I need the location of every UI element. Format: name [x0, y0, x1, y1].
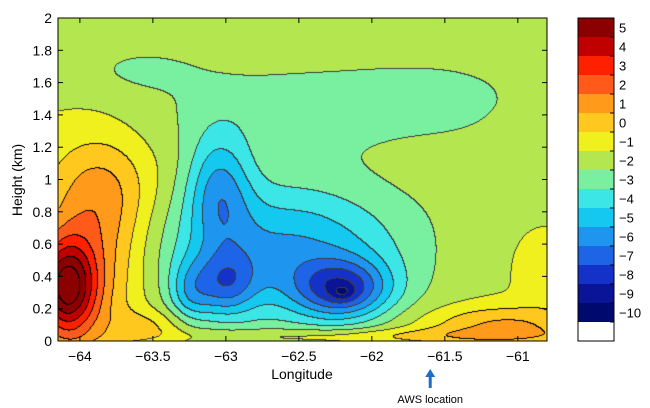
colorbar-label: −10 — [619, 306, 641, 321]
colorbar-label: 3 — [619, 59, 626, 74]
colorbar-swatch — [578, 151, 614, 171]
colorbar-swatch — [578, 37, 614, 57]
colorbar-swatch — [578, 303, 614, 323]
colorbar-swatch — [578, 56, 614, 76]
colorbar-label: −4 — [619, 192, 634, 207]
colorbar-swatch — [578, 246, 614, 266]
colorbar-swatch — [578, 189, 614, 209]
colorbar-swatch — [578, 132, 614, 152]
colorbar-label: 4 — [619, 40, 626, 55]
colorbar-label: 5 — [619, 21, 626, 36]
colorbar-swatch — [578, 18, 614, 38]
x-tick-label: −61 — [506, 348, 530, 364]
y-tick-label: 0.8 — [33, 204, 53, 220]
colorbar-swatch — [578, 170, 614, 190]
y-tick-label: 1 — [44, 172, 52, 188]
y-tick-label: 0.2 — [33, 301, 53, 317]
colorbar-swatch — [578, 75, 614, 95]
y-tick-label: 1.2 — [33, 139, 53, 155]
y-tick-label: 2 — [44, 10, 52, 26]
contour-field — [58, 18, 547, 341]
colorbar: 5 4 3 2 1 0 −1 −2 −3 −4 −5 −6 −7 −8 −9 −10 — [577, 17, 641, 342]
y-tick-label: 0 — [44, 333, 52, 349]
x-tick-label: −63.5 — [135, 348, 171, 364]
colorbar-label: −7 — [619, 249, 634, 264]
aws-location-label: AWS location — [397, 394, 463, 406]
colorbar-label: 1 — [619, 97, 626, 112]
colorbar-label: −5 — [619, 211, 634, 226]
x-tick-label: −61.5 — [427, 348, 463, 364]
colorbar-swatch — [578, 227, 614, 247]
y-axis-label: Height (km) — [9, 144, 25, 216]
x-tick-label: −64 — [68, 348, 92, 364]
x-tick-label: −62.5 — [281, 348, 317, 364]
colorbar-swatch — [578, 322, 614, 342]
y-tick-label: 0.4 — [33, 268, 53, 284]
colorbar-label: −2 — [619, 154, 634, 169]
colorbar-swatch — [578, 113, 614, 133]
colorbar-label: 0 — [619, 116, 626, 131]
colorbar-swatch — [578, 284, 614, 304]
colorbar-label: −6 — [619, 230, 634, 245]
colorbar-label: −8 — [619, 268, 634, 283]
plot-area — [57, 17, 548, 342]
colorbar-label: −9 — [619, 287, 634, 302]
colorbar-label: −1 — [619, 135, 634, 150]
y-tick-label: 0.6 — [33, 236, 53, 252]
colorbar-swatch — [578, 208, 614, 228]
x-tick-label: −63 — [214, 348, 238, 364]
colorbar-frame — [577, 17, 615, 342]
colorbar-label: −3 — [619, 173, 634, 188]
colorbar-swatch — [578, 94, 614, 114]
colorbar-label: 2 — [619, 78, 626, 93]
x-axis: −64 −63.5 −63 −62.5 −62 −61.5 −61 — [68, 18, 530, 364]
colorbar-swatch — [578, 265, 614, 285]
aws-arrowhead-icon — [425, 369, 436, 377]
aws-annotation: AWS location — [397, 369, 463, 406]
y-tick-label: 1.6 — [33, 75, 53, 91]
y-axis: 0 0.2 0.4 0.6 0.8 1 1.2 1.4 1.6 1.8 2 — [33, 10, 547, 349]
x-tick-label: −62 — [360, 348, 384, 364]
y-tick-label: 1.4 — [33, 107, 53, 123]
x-axis-label: Longitude — [271, 366, 333, 382]
y-tick-label: 1.8 — [33, 42, 53, 58]
